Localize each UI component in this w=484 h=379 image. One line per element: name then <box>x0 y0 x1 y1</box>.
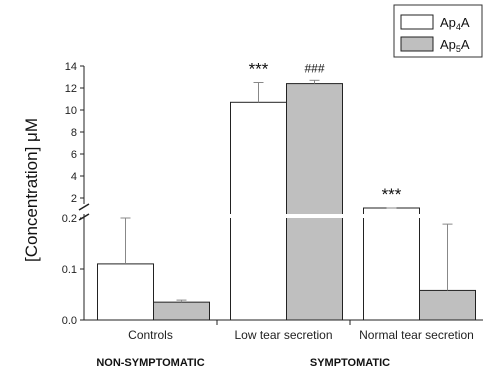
bar-ap4a-0 <box>97 263 154 321</box>
bar-ap5a-2 <box>419 289 476 321</box>
y-tick-label: 6 <box>71 149 77 161</box>
legend-label-ap5a: Ap5A <box>440 37 470 54</box>
bar-break-band <box>285 214 344 218</box>
legend-frame <box>393 4 483 58</box>
legend-label-ap4a: Ap4A <box>440 15 470 32</box>
bar-break-band <box>362 214 421 218</box>
legend: Ap4A Ap5A <box>393 4 483 58</box>
bar-break-band <box>229 214 288 218</box>
axis-break-mark <box>78 213 90 221</box>
legend-swatch-ap5a <box>400 36 434 52</box>
y-axis-label: [Concentration] μM <box>22 118 41 262</box>
significance-label: *** <box>249 60 269 79</box>
legend-swatch-ap4a <box>400 14 434 30</box>
group-label: SYMPTOMATIC <box>310 357 390 369</box>
x-category-label: Normal tear secretion <box>359 328 474 342</box>
significance-label: ### <box>304 61 324 75</box>
y-tick-label: 0.0 <box>62 315 77 327</box>
bar-ap4a-2 <box>363 207 420 321</box>
bar-ap5a-0 <box>153 301 210 321</box>
y-tick-label: 4 <box>71 171 77 183</box>
x-category-label: Low tear secretion <box>234 328 332 342</box>
y-tick-label: 2 <box>71 193 77 205</box>
bar-ap4a-1 <box>230 101 287 321</box>
significance-label: *** <box>382 185 402 204</box>
y-tick-label: 0.2 <box>62 213 77 225</box>
y-tick-label: 14 <box>65 61 77 73</box>
x-category-label: Controls <box>128 328 173 342</box>
group-label: NON-SYMPTOMATIC <box>96 357 204 369</box>
y-tick-label: 8 <box>71 127 77 139</box>
y-tick-label: 0.1 <box>62 264 77 276</box>
y-tick-label: 12 <box>65 83 77 95</box>
y-tick-label: 10 <box>65 105 77 117</box>
plot-area: 0.0 0.1 0.2 2 4 6 8 10 12 14 Controls Low tear secr… <box>62 60 483 369</box>
axis-break-mark <box>78 203 90 211</box>
bar-ap5a-1 <box>286 83 343 321</box>
